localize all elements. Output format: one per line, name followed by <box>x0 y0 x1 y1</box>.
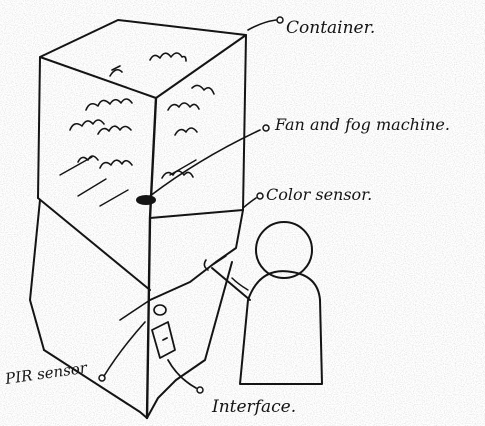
container-box <box>29 19 247 420</box>
pir-sensor-device <box>153 304 167 316</box>
fog-cloud-icon <box>149 52 187 62</box>
person-hand <box>231 277 249 291</box>
fog-cloud-icon <box>161 170 194 179</box>
fan-leader-line <box>149 129 261 197</box>
fog-clouds <box>69 52 215 179</box>
person-touch-point <box>203 259 209 271</box>
pir-connector <box>119 299 151 321</box>
fog-cloud-icon <box>69 119 105 131</box>
container-left-edge <box>37 56 41 199</box>
fog-cloud-icon <box>191 84 215 95</box>
fog-cloud-icon <box>99 159 133 169</box>
color-sensor-leader-dot <box>256 192 264 200</box>
fog-cloud-icon <box>109 65 123 77</box>
glass-hatch <box>59 156 93 176</box>
container-lower-left-edge <box>29 199 45 351</box>
interface-leader-dot <box>196 386 204 394</box>
container-bottom-right-edge <box>146 261 233 419</box>
label-interface: Interface. <box>211 397 296 417</box>
fan-leader-dot <box>262 124 270 132</box>
label-color-sensor: Color sensor. <box>266 185 372 204</box>
glass-hatch <box>77 178 107 197</box>
person-figure <box>203 221 323 385</box>
container-left-divider <box>37 197 151 291</box>
fog-cloud-icon <box>167 102 200 111</box>
person-head <box>255 221 313 279</box>
interface-leader-line <box>167 359 197 389</box>
fan-fog-machine <box>136 124 270 205</box>
fog-cloud-icon <box>174 127 198 136</box>
container-right-edge <box>242 34 247 211</box>
fog-cloud-icon <box>97 125 132 135</box>
color-sensor-leader <box>242 192 264 209</box>
interface-panel <box>151 321 204 394</box>
fog-cloud-icon <box>77 155 99 163</box>
person-finger <box>213 255 227 265</box>
glass-hatch <box>99 189 129 207</box>
container-leader-dot <box>276 16 284 24</box>
person-body <box>239 270 323 385</box>
container-leader <box>247 16 284 31</box>
pir-sensor <box>98 299 167 382</box>
container-right-divider <box>149 209 244 219</box>
interface-screen <box>151 321 176 359</box>
label-container: Container. <box>286 18 375 38</box>
pir-leader-line <box>103 321 146 377</box>
fan-device <box>136 195 156 205</box>
container-bottom-left-edge <box>43 349 148 419</box>
fog-cloud-icon <box>85 98 133 111</box>
person-arm <box>211 267 251 301</box>
interface-button <box>162 337 168 341</box>
pir-leader-dot <box>98 374 106 382</box>
label-fan-fog-machine: Fan and fog machine. <box>274 115 450 134</box>
container-leader-line <box>247 19 277 31</box>
color-sensor-leader-line <box>242 197 257 209</box>
